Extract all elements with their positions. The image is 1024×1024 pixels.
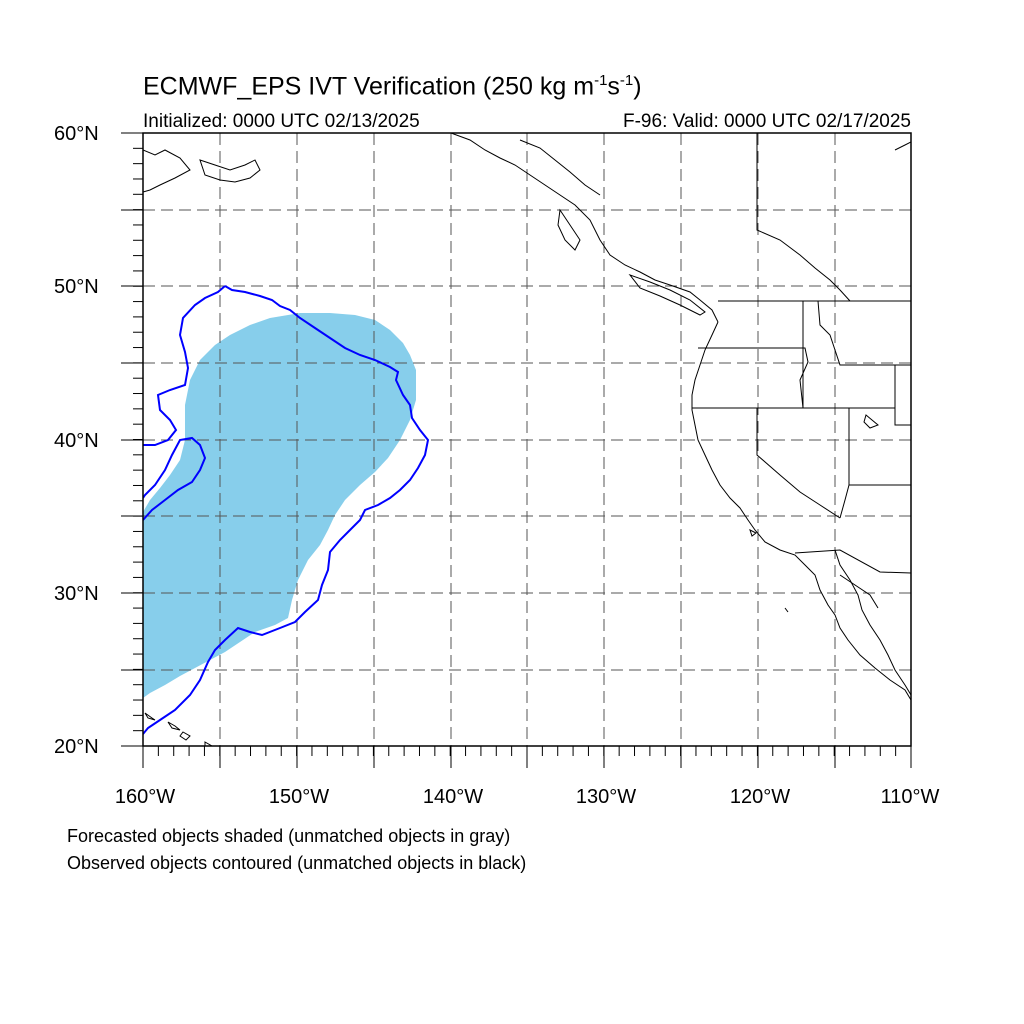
forecast-note: Forecasted objects shaded (unmatched obj… [67, 826, 511, 846]
forecast-ivt-object [143, 313, 416, 698]
lat-label-20: 20°N [54, 736, 99, 758]
map-title: ECMWF_EPS IVT Verification (250 kg m-1s-… [143, 72, 642, 101]
lat-label-50: 50°N [54, 276, 99, 298]
lon-label-140w: 140°W [422, 786, 484, 808]
minor-ticks [133, 132, 912, 756]
observed-note: Observed objects contoured (unmatched ob… [67, 853, 527, 873]
lon-label-130w: 130°W [575, 786, 637, 808]
lon-label-160w: 160°W [114, 786, 176, 808]
lat-label-40: 40°N [54, 430, 99, 452]
valid-time: F-96: Valid: 0000 UTC 02/17/2025 [623, 111, 911, 132]
observed-ivt-contour [143, 285, 430, 735]
initialized-time: Initialized: 0000 UTC 02/13/2025 [143, 111, 420, 132]
lon-label-110w: 110°W [880, 786, 940, 808]
lat-label-60: 60°N [54, 123, 99, 145]
lon-label-150w: 150°W [268, 786, 330, 808]
lat-label-30: 30°N [54, 583, 99, 605]
lon-label-120w: 120°W [729, 786, 791, 808]
graticule [143, 133, 911, 746]
coastlines [143, 133, 911, 746]
